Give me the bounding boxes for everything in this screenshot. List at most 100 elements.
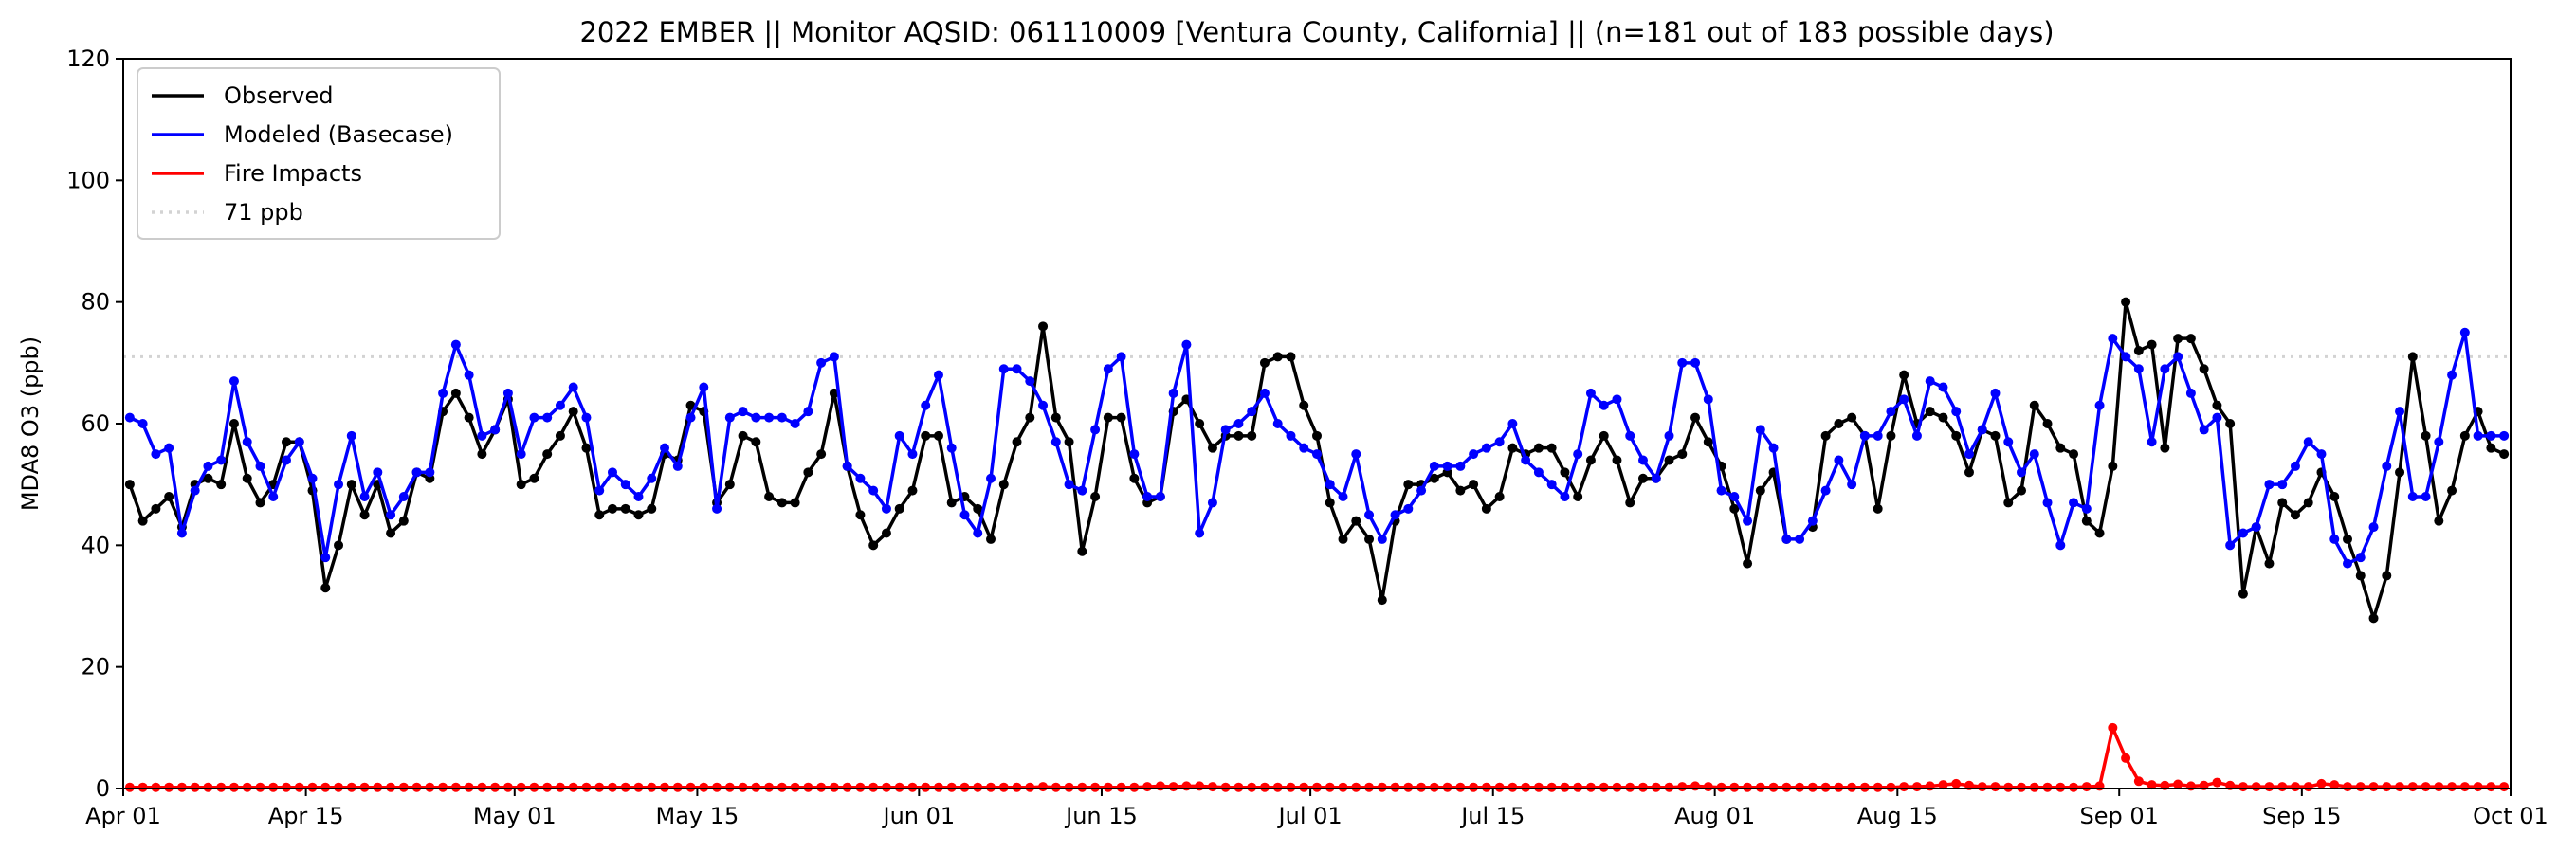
data-point (829, 782, 839, 792)
data-point (1207, 498, 1217, 508)
data-point (1977, 425, 1987, 435)
data-point (1286, 352, 1296, 362)
data-point (1677, 449, 1688, 460)
data-point (724, 412, 735, 423)
data-point (1103, 782, 1113, 792)
data-point (450, 782, 461, 792)
data-point (1050, 437, 1061, 447)
data-point (2199, 364, 2209, 374)
data-point (2081, 503, 2092, 514)
data-point (1664, 430, 1674, 441)
data-point (921, 400, 931, 410)
data-point (2108, 722, 2118, 733)
data-point (1195, 419, 1205, 428)
data-point (255, 498, 265, 508)
data-point (790, 782, 800, 792)
data-point (921, 430, 931, 441)
data-point (176, 782, 187, 792)
data-point (555, 400, 565, 410)
data-point (685, 412, 696, 423)
data-point (2407, 492, 2418, 501)
data-point (464, 782, 474, 792)
data-point (2434, 516, 2444, 526)
data-point (2434, 782, 2444, 792)
data-point (1364, 534, 1375, 544)
data-point (176, 528, 187, 538)
series-line (128, 324, 1789, 602)
data-point (2173, 352, 2183, 362)
data-point (320, 583, 331, 593)
data-point (1625, 430, 1635, 441)
data-point (881, 528, 891, 538)
data-point (1494, 492, 1505, 501)
data-point (1312, 782, 1322, 792)
data-point (1299, 782, 1309, 792)
data-point (1859, 430, 1870, 441)
data-point (2017, 782, 2027, 792)
data-point (2212, 400, 2222, 410)
data-point (1390, 510, 1400, 520)
data-point (1259, 782, 1270, 792)
data-point (790, 419, 800, 428)
data-point (1677, 357, 1688, 368)
data-point (1899, 782, 1909, 792)
data-point (894, 503, 904, 514)
data-point (1651, 473, 1661, 483)
data-point (1129, 782, 1140, 792)
data-point (1077, 782, 1087, 792)
data-point (1090, 425, 1101, 435)
data-point (1533, 467, 1544, 478)
data-point (2264, 782, 2275, 792)
data-point (1377, 534, 1387, 544)
data-point (1755, 782, 1765, 792)
data-point (1168, 388, 1178, 398)
data-point (294, 437, 304, 447)
data-point (1377, 595, 1387, 606)
data-point (868, 782, 879, 792)
data-point (699, 382, 709, 392)
data-point (151, 782, 161, 792)
legend-label: 71 ppb (224, 199, 303, 226)
data-point (2238, 782, 2248, 792)
data-point (2303, 437, 2313, 447)
data-point (2173, 779, 2183, 789)
data-point (398, 492, 409, 501)
data-point (2029, 449, 2039, 460)
data-point (738, 430, 748, 441)
data-point (2316, 449, 2327, 460)
data-point (933, 370, 943, 380)
data-point (2407, 782, 2418, 792)
data-point (1873, 503, 1883, 514)
data-point (2238, 528, 2248, 538)
data-point (203, 461, 213, 471)
data-point (1325, 498, 1335, 508)
data-point (373, 467, 383, 478)
data-point (2017, 485, 2027, 496)
data-point (1116, 352, 1126, 362)
data-point (1990, 782, 2001, 792)
data-point (2094, 400, 2105, 410)
data-point (1116, 782, 1126, 792)
data-point (2264, 480, 2275, 490)
data-point (1886, 430, 1896, 441)
data-point (2160, 443, 2170, 453)
data-point (1585, 455, 1596, 465)
data-point (1964, 449, 1974, 460)
data-point (1977, 782, 1987, 792)
data-point (477, 430, 487, 441)
data-point (620, 782, 630, 792)
data-point (1338, 534, 1348, 544)
data-point (1743, 558, 1753, 569)
data-point (633, 492, 644, 501)
data-point (137, 419, 148, 428)
data-point (2199, 425, 2209, 435)
data-point (2421, 492, 2431, 501)
data-point (607, 782, 617, 792)
data-point (2459, 430, 2470, 441)
data-point (425, 782, 435, 792)
data-point (907, 782, 918, 792)
data-point (907, 449, 918, 460)
data-point (190, 485, 200, 496)
data-point (2459, 327, 2470, 337)
